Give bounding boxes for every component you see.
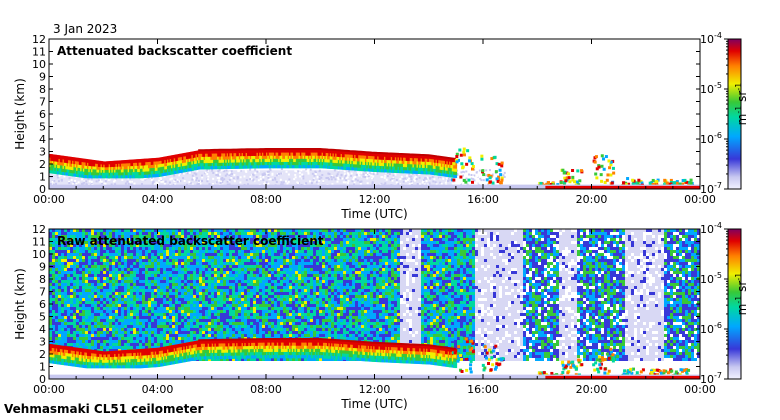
y-tick-label: 1 [39,171,46,184]
low-cloud-strip [545,185,700,189]
y-tick-label: 7 [39,286,46,299]
y-axis-label: Height (km) [13,268,27,339]
panel-attenuated: Attenuated backscatter coefficient012345… [13,31,749,221]
x-tick-label: 00:00 [684,193,716,206]
x-tick-label: 00:00 [684,383,716,396]
colorbar-tick-label: 10-7 [700,371,722,386]
colorbar-tick-label: 10-6 [700,321,722,336]
instrument-label: Vehmasmaki CL51 ceilometer [4,402,204,416]
y-tick-label: 11 [32,46,46,59]
colorbar-label: m-1 sr-1 [734,273,749,316]
cloud-base-line [198,148,457,160]
y-tick-label: 9 [39,261,46,274]
y-tick-label: 3 [39,146,46,159]
y-tick-label: 9 [39,71,46,84]
y-tick-label: 11 [32,236,46,249]
panel-title: Raw attenuated backscatter coefficient [57,234,324,248]
x-tick-label: 08:00 [250,383,282,396]
y-tick-label: 6 [39,298,46,311]
y-tick-label: 12 [32,33,46,46]
y-tick-label: 0 [39,183,46,196]
x-tick-label: 20:00 [576,383,608,396]
y-tick-label: 10 [32,58,46,71]
y-tick-label: 10 [32,248,46,261]
x-tick-label: 00:00 [33,193,65,206]
x-tick-label: 04:00 [142,383,174,396]
x-tick-label: 04:00 [142,193,174,206]
x-axis-label: Time (UTC) [340,207,407,221]
y-tick-label: 6 [39,108,46,121]
x-tick-label: 12:00 [359,383,391,396]
y-tick-label: 4 [39,323,46,336]
panel-title: Attenuated backscatter coefficient [57,44,292,58]
heatmap-field [49,229,700,379]
y-tick-label: 0 [39,373,46,386]
colorbar-tick-label: 10-6 [700,131,722,146]
colorbar-tick-label: 10-5 [700,271,722,286]
y-tick-label: 8 [39,273,46,286]
x-tick-label: 12:00 [359,193,391,206]
colorbar [727,228,742,380]
colorbar-label: m-1 sr-1 [734,83,749,126]
x-tick-label: 16:00 [467,383,499,396]
colorbar-tick-label: 10-5 [700,81,722,96]
y-tick-label: 5 [39,121,46,134]
y-tick-label: 3 [39,336,46,349]
y-tick-label: 2 [39,158,46,171]
date-label: 3 Jan 2023 [53,22,117,36]
cloud-base-line [198,338,457,350]
colorbar-tick-label: 10-4 [700,221,722,236]
x-tick-label: 00:00 [33,383,65,396]
panel-raw: Raw attenuated backscatter coefficient01… [13,221,749,411]
y-tick-label: 8 [39,83,46,96]
low-cloud-strip [545,375,700,379]
x-tick-label: 20:00 [576,193,608,206]
y-tick-label: 5 [39,311,46,324]
y-tick-label: 4 [39,133,46,146]
y-tick-label: 7 [39,96,46,109]
x-axis-label: Time (UTC) [340,397,407,411]
y-tick-label: 12 [32,223,46,236]
y-tick-label: 1 [39,361,46,374]
colorbar-tick-label: 10-4 [700,31,722,46]
colorbar [727,38,742,190]
x-tick-label: 08:00 [250,193,282,206]
x-tick-label: 16:00 [467,193,499,206]
colorbar-tick-label: 10-7 [700,181,722,196]
y-axis-label: Height (km) [13,78,27,149]
y-tick-label: 2 [39,348,46,361]
